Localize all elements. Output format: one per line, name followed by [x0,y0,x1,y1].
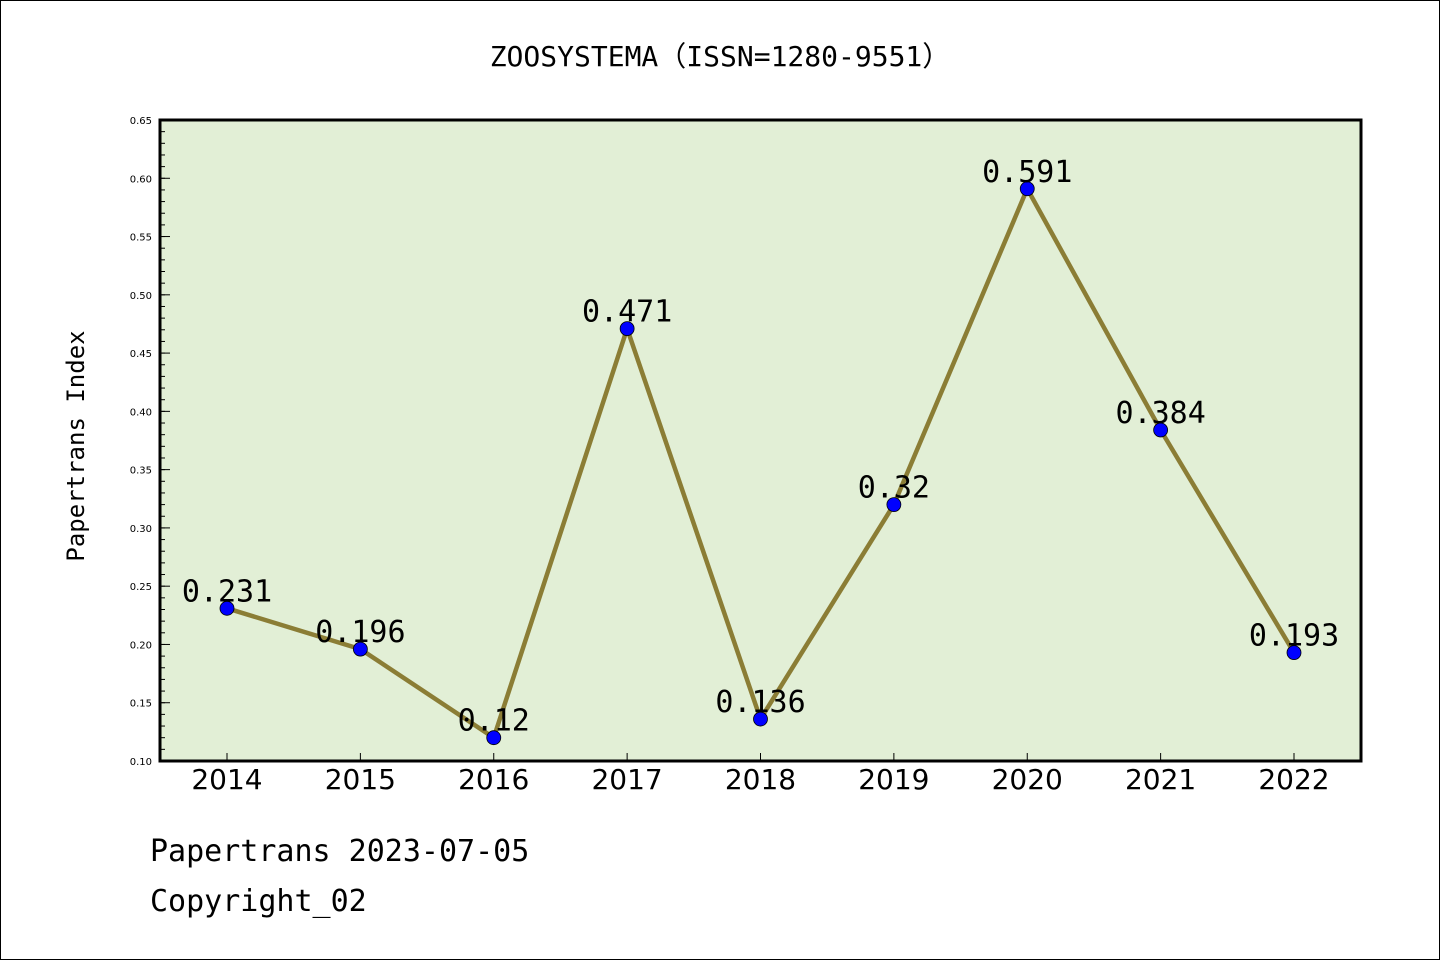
data-point [753,711,768,727]
y-tick-label: 0.50 [130,291,152,302]
data-point [219,600,235,616]
data-point [352,641,368,657]
y-tick-label: 0.20 [130,640,152,651]
footer-date: Papertrans 2023-07-05 [150,834,530,869]
data-label: 0.591 [982,155,1072,190]
y-tick-label: 0.45 [130,349,152,360]
y-tick-label: 0.40 [130,407,152,418]
data-label: 0.196 [315,615,405,650]
x-tick-label: 2019 [858,763,929,796]
data-point [619,321,635,337]
data-point [1153,422,1169,438]
chart-title: ZOOSYSTEMA（ISSN=1280-9551） [490,40,951,73]
x-tick-label: 2015 [325,763,396,796]
x-tick-label: 2014 [191,763,262,796]
data-label: 0.384 [1115,396,1205,431]
x-axis-ticks: 2014 2015 2016 2017 2018 2019 2020 2021 2022 [191,753,1330,796]
data-points [219,181,1302,746]
y-axis-ticks: 0.10 0.15 0.20 0.25 0.30 0.35 0.40 0.45 0.50 0.55… [130,116,170,768]
data-point [486,730,502,746]
x-tick-label: 2018 [725,763,796,796]
data-label: 0.12 [458,704,530,739]
y-tick-label: 0.30 [130,524,152,535]
y-tick-label: 0.25 [130,582,152,593]
x-tick-label: 2020 [992,763,1063,796]
x-tick-label: 2017 [591,763,662,796]
y-tick-label: 0.35 [130,466,152,477]
y-axis-label: Papertrans Index [62,330,90,561]
data-label: 0.32 [858,471,930,506]
x-tick-label: 2016 [458,763,529,796]
data-point [1286,645,1302,661]
data-label: 0.231 [182,574,272,609]
data-label: 0.193 [1249,619,1339,654]
footer-copyright: Copyright_02 [150,884,367,919]
data-point [886,497,902,513]
x-tick-label: 2022 [1258,763,1329,796]
data-point [1019,181,1035,197]
y-tick-label: 0.55 [130,233,152,244]
y-tick-label: 0.15 [130,699,152,710]
data-label: 0.471 [582,295,672,330]
x-tick-label: 2021 [1125,763,1196,796]
data-labels: 0.231 0.196 0.12 0.471 0.136 0.32 0.591 0.384 0.… [182,155,1339,739]
y-tick-label: 0.10 [130,757,152,768]
y-tick-label: 0.65 [130,116,152,127]
plot-area [158,118,1363,763]
y-tick-label: 0.60 [130,174,152,185]
data-label: 0.136 [715,685,805,720]
